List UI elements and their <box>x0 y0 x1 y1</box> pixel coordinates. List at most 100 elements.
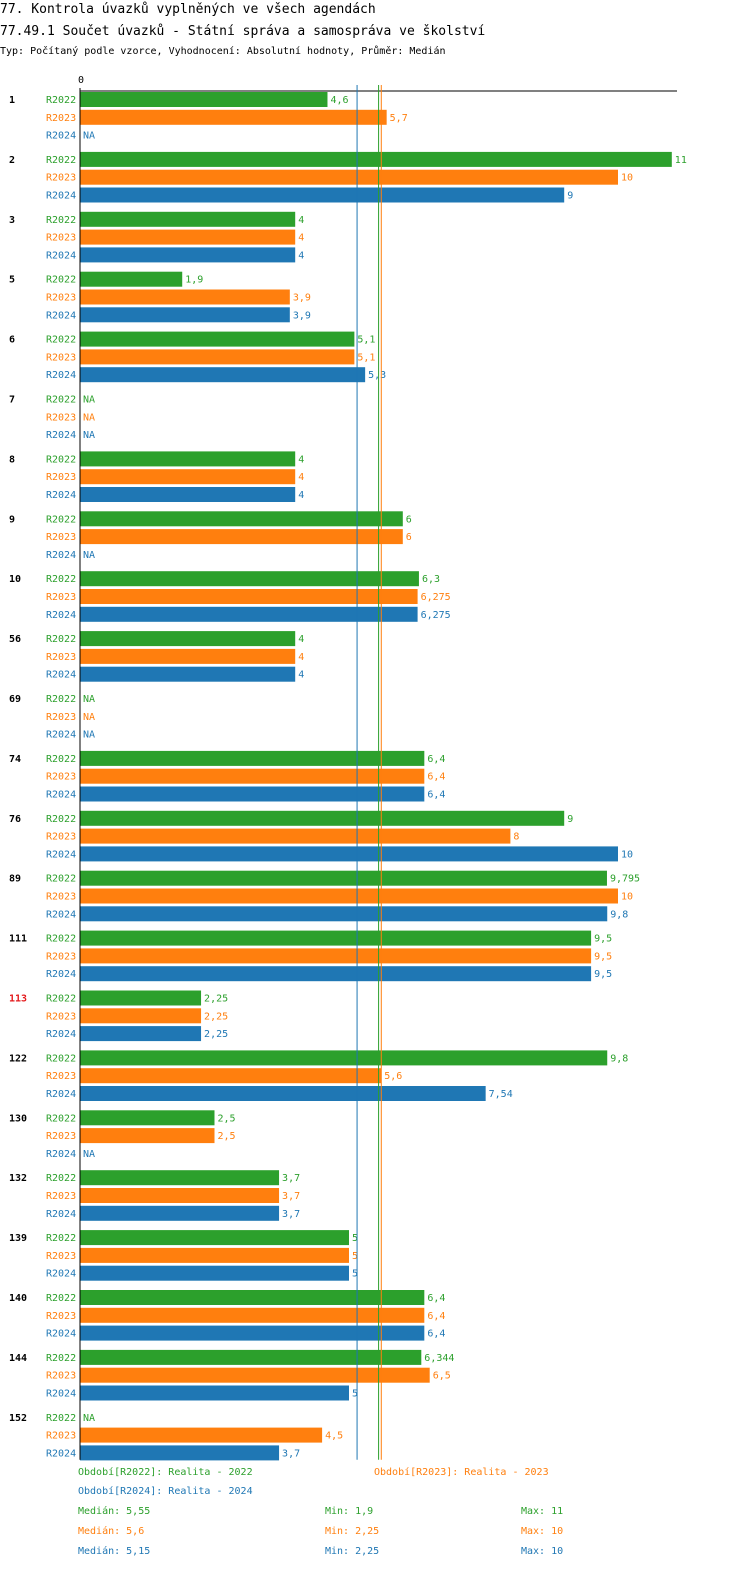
bar <box>80 750 425 766</box>
value-label: 4 <box>298 472 304 483</box>
series-row-label: R2023 <box>46 892 76 903</box>
value-label: 6,3 <box>422 574 440 585</box>
na-label: NA <box>83 730 95 741</box>
value-label: 9 <box>567 814 573 825</box>
category-label: 8 <box>9 454 15 465</box>
category-label: 74 <box>9 754 21 765</box>
series-row-label: R2022 <box>46 395 76 406</box>
value-label: 2,5 <box>218 1131 236 1142</box>
category-label: 122 <box>9 1053 27 1064</box>
value-label: 4 <box>298 454 304 465</box>
value-label: 3,9 <box>293 293 311 304</box>
series-row-label: R2022 <box>46 934 76 945</box>
value-label: 6,4 <box>427 1329 445 1340</box>
series-row-label: R2024 <box>46 430 76 441</box>
series-row-label: R2023 <box>46 1011 76 1022</box>
series-row-label: R2024 <box>46 131 76 142</box>
bar <box>80 786 425 802</box>
series-row-label: R2024 <box>46 1089 76 1100</box>
category-label: 89 <box>9 874 21 885</box>
bar <box>80 966 592 982</box>
category-label: 2 <box>9 155 15 166</box>
value-label: 6,275 <box>421 592 451 603</box>
series-row-label: R2024 <box>46 550 76 561</box>
series-row-label: R2024 <box>46 909 76 920</box>
series-row-label: R2024 <box>46 490 76 501</box>
bar <box>80 151 672 167</box>
series-row-label: R2023 <box>46 1371 76 1382</box>
na-label: NA <box>83 395 95 406</box>
series-row-label: R2022 <box>46 275 76 286</box>
series-row-label: R2023 <box>46 592 76 603</box>
chart-title: 77. Kontrola úvazků vyplněných ve všech … <box>0 2 376 17</box>
na-label: NA <box>83 412 95 423</box>
bar <box>80 1385 349 1401</box>
series-row-label: R2024 <box>46 191 76 202</box>
chart-subtitle: 77.49.1 Součet úvazků - Státní správa a … <box>0 24 485 39</box>
bar <box>80 1367 430 1383</box>
series-row-label: R2024 <box>46 790 76 801</box>
bar <box>80 828 511 844</box>
legend: Období[R2022]: Realita - 2022 Období[R202… <box>78 1466 563 1557</box>
bar <box>80 211 296 227</box>
value-label: 6,4 <box>427 790 445 801</box>
series-row-label: R2024 <box>46 1029 76 1040</box>
bar <box>80 529 403 545</box>
series-row-label: R2024 <box>46 1329 76 1340</box>
value-label: 6,4 <box>427 754 445 765</box>
category-label: 10 <box>9 574 21 585</box>
value-label: 9 <box>567 191 573 202</box>
bar <box>80 187 565 203</box>
series-row-label: R2022 <box>46 634 76 645</box>
value-label: 2,5 <box>218 1113 236 1124</box>
value-label: 2,25 <box>204 994 228 1005</box>
category-label: 132 <box>9 1173 27 1184</box>
category-label: 6 <box>9 335 15 346</box>
category-label: 76 <box>9 814 21 825</box>
bar <box>80 349 355 365</box>
value-label: 9,8 <box>610 909 628 920</box>
series-row-label: R2022 <box>46 514 76 525</box>
series-row-label: R2023 <box>46 1071 76 1082</box>
value-label: 5 <box>352 1251 358 1262</box>
series-row-label: R2022 <box>46 1353 76 1364</box>
series-row-label: R2022 <box>46 155 76 166</box>
category-label: 3 <box>9 215 15 226</box>
series-row-label: R2022 <box>46 994 76 1005</box>
series-row-label: R2024 <box>46 1269 76 1280</box>
value-label: 5 <box>352 1269 358 1280</box>
max-stat: Max: 11 <box>521 1506 563 1517</box>
value-label: 4 <box>298 250 304 261</box>
series-row-label: R2023 <box>46 472 76 483</box>
bar <box>80 487 296 502</box>
series-row-label: R2023 <box>46 652 76 663</box>
value-label: 5,6 <box>384 1071 402 1082</box>
value-label: 4 <box>298 670 304 681</box>
value-label: 2,25 <box>204 1011 228 1022</box>
bar <box>80 810 565 826</box>
series-row-label: R2023 <box>46 1191 76 1202</box>
legend-entry: Období[R2023]: Realita - 2023 <box>374 1466 549 1478</box>
min-stat: Min: 2,25 <box>325 1546 379 1557</box>
bar <box>80 930 592 946</box>
bar <box>80 870 607 886</box>
median-stat: Medián: 5,55 <box>78 1505 150 1517</box>
value-label: 9,795 <box>610 874 640 885</box>
series-row-label: R2022 <box>46 874 76 885</box>
bar <box>80 1110 215 1126</box>
bar <box>80 247 296 263</box>
value-label: 10 <box>621 849 633 860</box>
value-label: 2,25 <box>204 1029 228 1040</box>
bar <box>80 92 328 107</box>
bar <box>80 846 618 862</box>
bar <box>80 469 296 485</box>
series-row-label: R2023 <box>46 412 76 423</box>
value-label: 5,3 <box>368 370 386 381</box>
bar <box>80 109 387 125</box>
series-row-label: R2023 <box>46 1431 76 1442</box>
series-row-label: R2024 <box>46 730 76 741</box>
series-row-label: R2023 <box>46 1311 76 1322</box>
category-label: 113 <box>9 994 27 1005</box>
value-label: 3,7 <box>282 1448 300 1459</box>
